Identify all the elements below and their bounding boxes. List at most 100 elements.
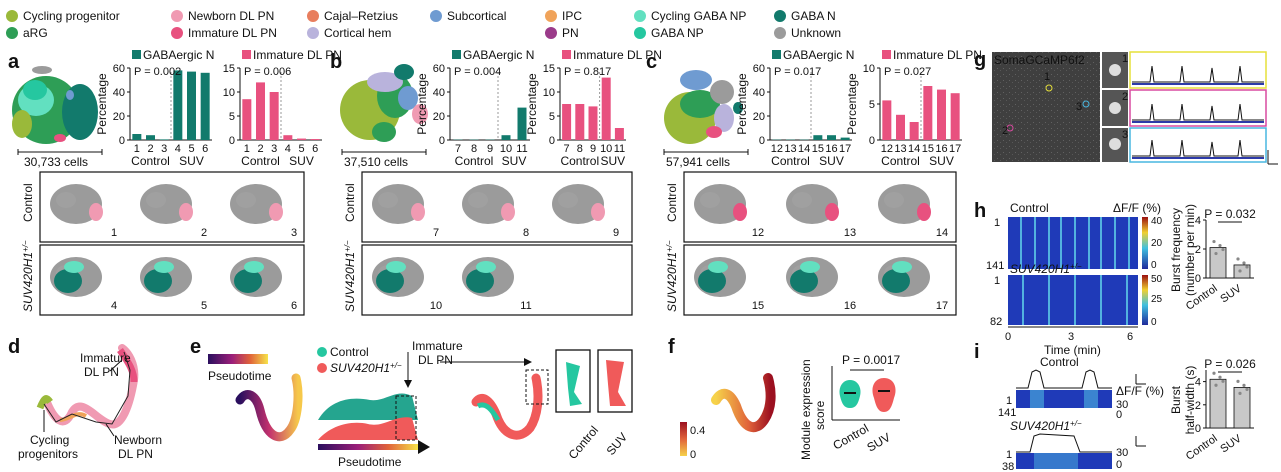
umap-a [12, 66, 98, 144]
sample-umap: 14 [878, 184, 948, 239]
data-point [1245, 387, 1249, 391]
x-tick-label: 15 [812, 143, 824, 155]
bar [173, 70, 183, 140]
y-tick-label: 60 [433, 63, 445, 75]
svg-text:DL PN: DL PN [118, 447, 153, 461]
data-point [1221, 247, 1225, 252]
row-label-control-c: Control [665, 183, 679, 222]
svg-text:38: 38 [1002, 461, 1014, 472]
chart-title: GABAergic N [463, 48, 534, 62]
y-tick-label: 0 [1195, 423, 1201, 435]
data-point [1238, 269, 1242, 273]
x-tick-label: 1 [244, 143, 250, 155]
panel-letter-g: g [974, 49, 986, 71]
svg-text:1: 1 [1006, 449, 1012, 461]
cells [236, 192, 256, 208]
data-point [1218, 243, 1222, 248]
highlight [234, 269, 262, 293]
group-label: SUV [819, 154, 844, 168]
burst-stripe [1022, 275, 1024, 325]
svg-text:ΔF/F (%): ΔF/F (%) [1116, 384, 1164, 398]
x-tick-label: 12 [881, 143, 893, 155]
data-point [1212, 239, 1216, 244]
sample-label: 11 [520, 300, 531, 312]
x-tick-label: 2 [257, 143, 263, 155]
svg-text:Control: Control [831, 421, 872, 452]
x-tick-label: 14 [798, 143, 810, 155]
x-tick-label: 10 [600, 143, 612, 155]
y-tick-label: 5 [549, 111, 555, 123]
x-tick-label: 14 [908, 143, 920, 155]
svg-text:0: 0 [690, 449, 696, 461]
highlight [733, 203, 747, 221]
svg-text:P = 0.0017: P = 0.0017 [842, 353, 900, 367]
highlight [64, 261, 84, 273]
y-tick-label: 20 [433, 111, 445, 123]
sample-umap: 2 [140, 184, 207, 239]
svg-text:Control: Control [1040, 355, 1079, 369]
svg-text:Pseudotime: Pseudotime [338, 455, 402, 469]
burst-stripe [1088, 217, 1090, 269]
svg-text:Cycling progenitor: Cycling progenitor [23, 9, 120, 23]
cells [884, 192, 904, 208]
bar [840, 137, 850, 140]
svg-text:0: 0 [1116, 409, 1122, 421]
x-tick-label: 3 [271, 143, 277, 155]
i-bar-ylabel: half-width (s) [1183, 366, 1197, 435]
svg-text:0.4: 0.4 [690, 425, 705, 437]
svg-text:Cajal–Retzius: Cajal–Retzius [324, 9, 398, 23]
panel-i: Control ΔF/F (%) 30 0 1 141 SUV420H1+/− … [998, 355, 1164, 472]
y-axis-label: Percentage [95, 73, 109, 135]
group-label: Control [131, 154, 170, 168]
bar [501, 135, 511, 140]
sample-umap: 3 [230, 184, 297, 239]
bar [1209, 378, 1227, 429]
p-value: P = 0.006 [244, 66, 291, 78]
bar [1233, 386, 1251, 429]
svg-text:0: 0 [1005, 331, 1011, 343]
sample-label: 9 [613, 227, 619, 239]
burst-stripe [1100, 275, 1102, 325]
data-point [1214, 251, 1218, 256]
x-tick-label: 5 [188, 143, 194, 155]
sample-umap: 16 [786, 257, 856, 312]
highlight [269, 203, 283, 221]
highlight [411, 203, 425, 221]
bar [896, 114, 905, 140]
y-tick-label: 2 [1195, 400, 1201, 412]
x-tick-label: 7 [455, 143, 461, 155]
y-tick-label: 40 [433, 87, 445, 99]
svg-text:Control: Control [566, 423, 602, 462]
bar [310, 139, 320, 140]
y-axis-label: Percentage [735, 73, 749, 135]
svg-text:Time (min): Time (min) [1044, 343, 1101, 357]
legend-item: Cortical hem [307, 26, 391, 40]
y-axis-label: Percentage [845, 73, 859, 135]
y-tick-label: 0 [119, 135, 125, 147]
svg-text:1: 1 [1122, 53, 1128, 65]
group-label: Control [881, 154, 920, 168]
x-tick-label: Control [1184, 433, 1220, 463]
data-point [1212, 371, 1216, 375]
panel-letter-d: d [8, 336, 20, 358]
h-bar-ylabel: Burst frequency [1169, 208, 1183, 292]
highlight [825, 203, 839, 221]
x-tick-label: 6 [312, 143, 318, 155]
group-label: SUV [502, 154, 527, 168]
bar [827, 135, 836, 140]
title-swatch [132, 50, 141, 59]
data-point [1238, 391, 1242, 395]
burst-stripe [1034, 217, 1036, 269]
highlight [54, 269, 82, 293]
svg-text:30: 30 [1116, 399, 1128, 411]
sample-umap: 13 [786, 184, 856, 239]
burst-stripe [1074, 217, 1076, 269]
svg-text:Pseudotime: Pseudotime [208, 369, 272, 383]
x-tick-label: 6 [202, 143, 208, 155]
svg-text:0: 0 [1151, 260, 1157, 271]
burst-stripe [1060, 217, 1062, 269]
y-tick-label: 10 [223, 87, 235, 99]
svg-text:Immature: Immature [412, 339, 463, 353]
svg-text:141: 141 [998, 407, 1016, 419]
burst-stripe [1048, 275, 1050, 325]
